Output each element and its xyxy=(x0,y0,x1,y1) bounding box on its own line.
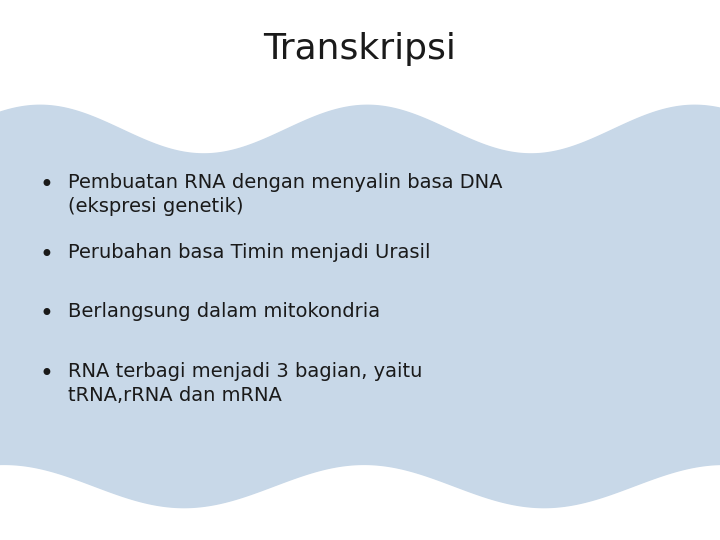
Text: Berlangsung dalam mitokondria: Berlangsung dalam mitokondria xyxy=(68,302,381,321)
Text: RNA terbagi menjadi 3 bagian, yaitu
tRNA,rRNA dan mRNA: RNA terbagi menjadi 3 bagian, yaitu tRNA… xyxy=(68,362,423,405)
Text: Transkripsi: Transkripsi xyxy=(264,32,456,65)
Text: •: • xyxy=(40,243,54,267)
Text: •: • xyxy=(40,302,54,326)
Text: Pembuatan RNA dengan menyalin basa DNA
(ekspresi genetik): Pembuatan RNA dengan menyalin basa DNA (… xyxy=(68,173,503,216)
Text: •: • xyxy=(40,362,54,386)
Text: Perubahan basa Timin menjadi Urasil: Perubahan basa Timin menjadi Urasil xyxy=(68,243,431,262)
Text: •: • xyxy=(40,173,54,197)
